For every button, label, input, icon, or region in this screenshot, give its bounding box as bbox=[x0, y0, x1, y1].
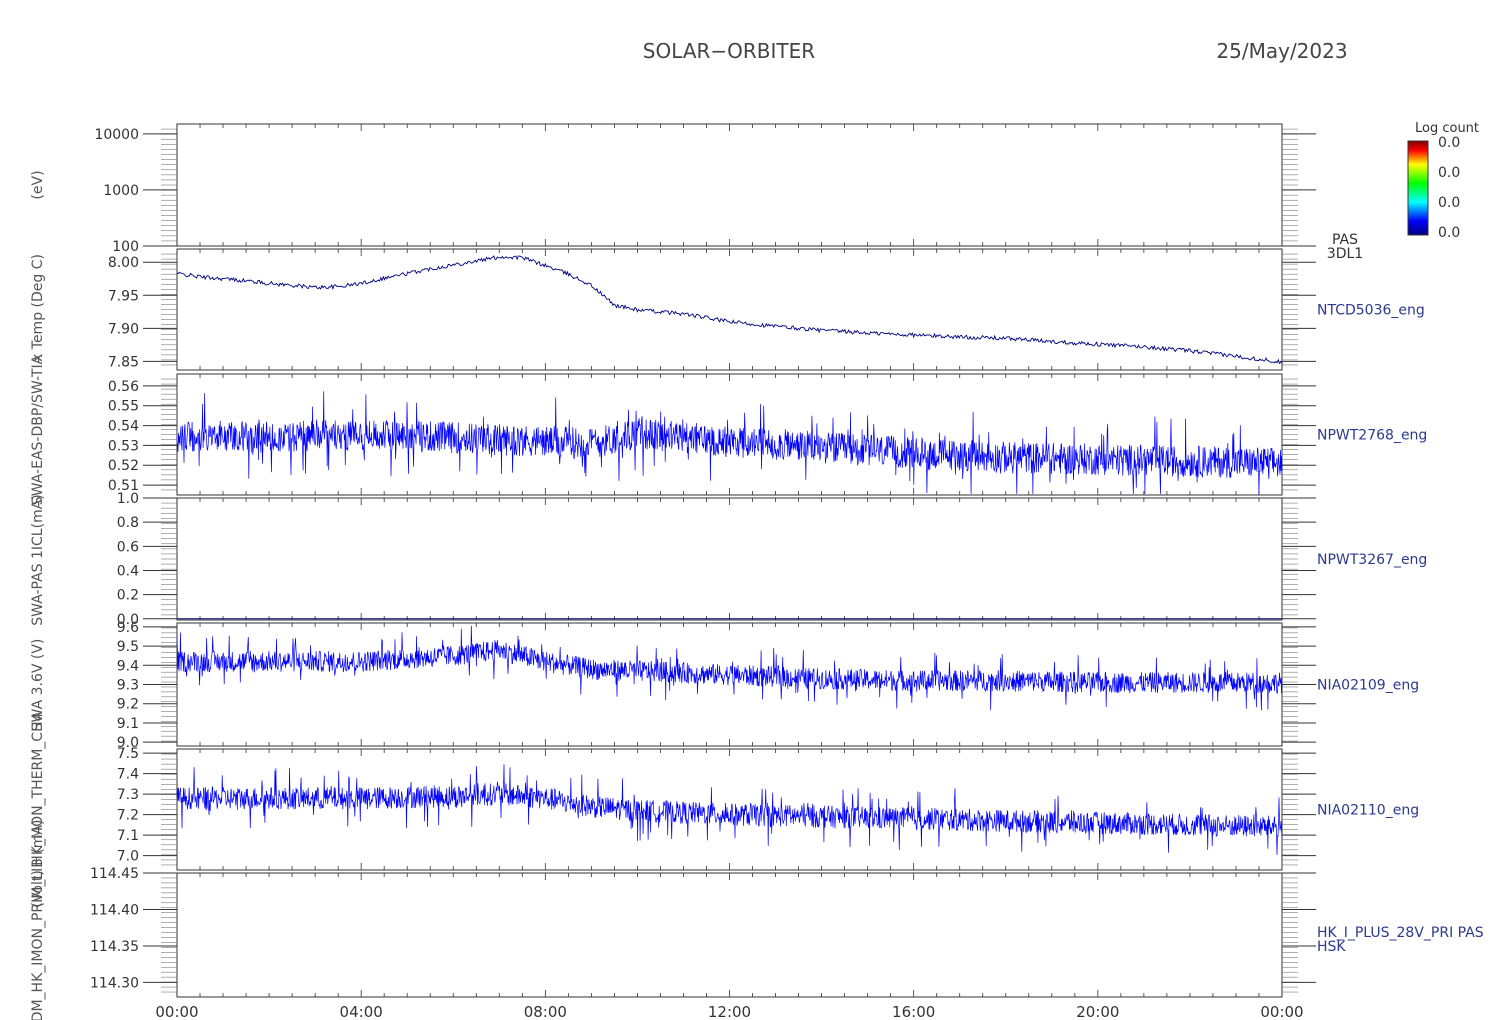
colorbar-label: 0.0 bbox=[1438, 225, 1460, 241]
minor-ticks bbox=[161, 753, 1298, 866]
y-tick-label: 0.0 bbox=[117, 612, 139, 628]
y-axis-label: SWA-EAS-DBP/SW-TIA bbox=[30, 354, 46, 505]
y-tick-label: 9.4 bbox=[117, 658, 139, 674]
colorbar-gradient bbox=[1407, 140, 1429, 236]
minor-ticks bbox=[161, 378, 1298, 491]
colorbar-label: 0.0 bbox=[1438, 165, 1460, 181]
y-tick-label: 7.3 bbox=[117, 787, 139, 803]
panel-label: NPWT3267_eng bbox=[1317, 552, 1427, 568]
y-tick-label: 0.6 bbox=[117, 539, 139, 555]
y-tick-label: 1.0 bbox=[117, 491, 139, 507]
y-tick-label: 0.51 bbox=[108, 478, 139, 494]
colorbar: Log count 0.0 0.0 0.0 0.0 bbox=[1407, 121, 1479, 241]
y-tick-label: 9.5 bbox=[117, 639, 139, 655]
y-tick-label: 9.0 bbox=[117, 735, 139, 751]
panel-label: PAS bbox=[1332, 232, 1358, 248]
minor-ticks bbox=[161, 877, 1298, 993]
minor-ticks bbox=[161, 502, 1298, 616]
y-tick-label: 7.4 bbox=[117, 767, 139, 783]
plot-date: 25/May/2023 bbox=[1216, 39, 1347, 63]
minor-ticks bbox=[161, 253, 1298, 366]
panel-frame bbox=[176, 123, 1283, 247]
y-tick-label: 1000 bbox=[103, 183, 139, 199]
y-tick-label: 7.90 bbox=[108, 321, 139, 337]
y-tick-label: 9.6 bbox=[117, 620, 139, 636]
y-tick-label: 10000 bbox=[94, 127, 139, 143]
y-tick-label: 0.53 bbox=[108, 438, 139, 454]
y-tick-label: 7.0 bbox=[117, 849, 139, 865]
y-tick-label: 0.2 bbox=[117, 588, 139, 604]
panel-label: NTCD5036_eng bbox=[1317, 303, 1425, 319]
y-tick-label: 0.52 bbox=[108, 458, 139, 474]
series-line bbox=[176, 391, 1283, 495]
y-tick-label: 9.1 bbox=[117, 716, 139, 732]
panel-frame bbox=[176, 497, 1283, 621]
y-tick-label: 0.4 bbox=[117, 563, 139, 579]
x-tick-label: 04:00 bbox=[340, 1003, 383, 1020]
panel-label: NIA02109_eng bbox=[1317, 678, 1419, 694]
series-line bbox=[176, 255, 1283, 365]
y-tick-label: 7.95 bbox=[108, 288, 139, 304]
panel-label: NPWT2768_eng bbox=[1317, 428, 1427, 444]
y-axis-label: SWA-PAS 1ICL(mA) bbox=[30, 494, 46, 626]
y-tick-label: 8.00 bbox=[108, 255, 139, 271]
series-line bbox=[176, 764, 1283, 856]
y-tick-label: 7.1 bbox=[117, 828, 139, 844]
y-tick-label: 0.8 bbox=[117, 515, 139, 531]
y-tick-label: 114.45 bbox=[90, 866, 139, 882]
y-tick-label: 0.55 bbox=[108, 399, 139, 415]
y-axis-label: x Temp (Deg C) bbox=[30, 254, 46, 362]
panel-label: NIA02110_eng bbox=[1317, 803, 1419, 819]
panel-nia02110: 7.5 7.4 7.3 7.2 7.1 7.0 NIA02110_eng bbox=[117, 746, 1419, 871]
panel-frame bbox=[176, 373, 1283, 496]
y-tick-label: 0.56 bbox=[108, 379, 139, 395]
x-tick-label: 16:00 bbox=[892, 1003, 935, 1020]
colorbar-title: Log count bbox=[1415, 121, 1479, 136]
y-tick-label: 9.2 bbox=[117, 697, 139, 713]
colorbar-label: 0.0 bbox=[1438, 135, 1460, 151]
x-axis: 00:00 04:00 08:00 12:00 16:00 20:00 00:00 bbox=[155, 1003, 1303, 1020]
x-tick-label: 00:00 bbox=[155, 1003, 198, 1020]
panel-label: 3DL1 bbox=[1327, 246, 1363, 262]
y-axis-label: (eV) bbox=[30, 170, 46, 199]
series-line bbox=[176, 625, 1283, 711]
y-tick-label: 7.2 bbox=[117, 808, 139, 824]
y-tick-label: 0.54 bbox=[108, 419, 139, 435]
panel-frame bbox=[176, 872, 1283, 998]
x-tick-label: 12:00 bbox=[708, 1003, 751, 1020]
panel-frame bbox=[176, 748, 1283, 871]
panel-ntcd5036: 8.00 7.95 7.90 7.85 NTCD5036_eng bbox=[108, 248, 1425, 371]
y-tick-label: 7.85 bbox=[108, 354, 139, 370]
minor-ticks bbox=[161, 128, 1298, 242]
x-tick-label: 20:00 bbox=[1076, 1003, 1119, 1020]
panel-label: HK_I_PLUS_28V_PRI PAS bbox=[1317, 925, 1484, 941]
panel-frame bbox=[176, 248, 1283, 371]
y-axis-label: (Volt) HK_MON_THERM_CH4 bbox=[30, 712, 46, 907]
y-tick-label: 114.35 bbox=[90, 939, 139, 955]
y-axis-labels: (eV) x Temp (Deg C)SWA-EAS-DBP/SW-TIASWA-… bbox=[30, 170, 46, 1020]
y-axis-label: RPDM_HK_IMON_PRIM_LIB (mA) bbox=[30, 820, 46, 1020]
chart-title: SOLAR−ORBITER bbox=[643, 39, 815, 63]
colorbar-label: 0.0 bbox=[1438, 195, 1460, 211]
minor-ticks bbox=[161, 627, 1298, 742]
y-tick-label: 100 bbox=[112, 239, 139, 255]
panel-nia02109: 9.6 9.5 9.4 9.3 9.2 9.1 9.0 NIA02109_eng bbox=[117, 620, 1419, 751]
y-tick-label: 114.40 bbox=[90, 902, 139, 918]
y-tick-label: 114.30 bbox=[90, 975, 139, 991]
x-tick-label: 08:00 bbox=[524, 1003, 567, 1020]
panel-label: HSK bbox=[1317, 939, 1346, 955]
panel-npwt2768: 0.56 0.55 0.54 0.53 0.52 0.51 NPWT2768_eng bbox=[108, 373, 1427, 496]
y-tick-label: 9.3 bbox=[117, 678, 139, 694]
y-axis-label: SWA 3.6V (V) bbox=[30, 639, 46, 732]
y-tick-label: 7.5 bbox=[117, 746, 139, 762]
panel-npwt3267: 1.0 0.8 0.6 0.4 0.2 0.0 NPWT3267_eng bbox=[117, 491, 1428, 628]
panel-hk-i-plus-28v: 114.45 114.40 114.35 114.30 HK_I_PLUS_28V_PR… bbox=[90, 866, 1484, 998]
x-tick-label: 00:00 bbox=[1260, 1003, 1303, 1020]
